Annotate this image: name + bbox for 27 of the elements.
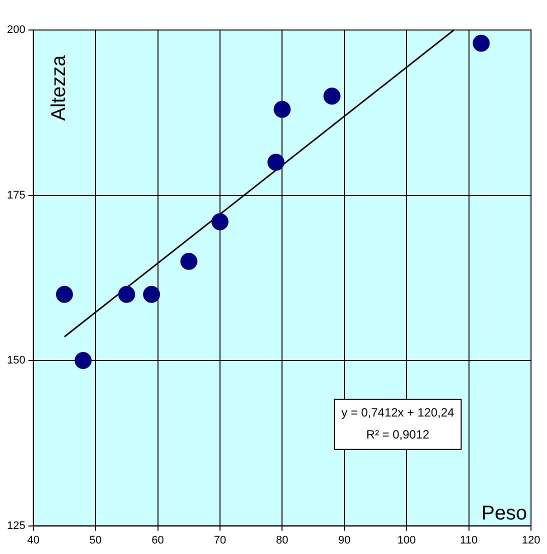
- x-tick-label: 50: [89, 534, 102, 546]
- point: [211, 213, 228, 230]
- x-tick-label: 120: [522, 534, 540, 546]
- point: [267, 154, 284, 171]
- x-tick-label: 100: [397, 534, 416, 546]
- point: [180, 252, 198, 270]
- y-tick-label: 150: [6, 354, 26, 367]
- x-axis-title: Peso: [481, 502, 527, 524]
- point: [143, 286, 160, 303]
- point: [74, 352, 92, 370]
- y-axis-title: Altezza: [48, 54, 70, 121]
- annotation: R² = 0,9012: [366, 428, 430, 442]
- y-tick-label: 125: [6, 520, 26, 532]
- point: [472, 34, 490, 52]
- annotation: y = 0,7412x + 120,24: [341, 406, 455, 420]
- x-tick-label: 80: [276, 534, 288, 546]
- point: [56, 286, 73, 303]
- x-tick-label: 70: [214, 534, 226, 546]
- point: [118, 286, 136, 303]
- x-tick-label: 40: [27, 534, 40, 546]
- x-tick-label: 110: [460, 534, 478, 546]
- y-tick-label: 175: [6, 189, 26, 202]
- point: [274, 100, 291, 118]
- y-tick-label: 200: [6, 24, 26, 36]
- x-tick-label: 90: [338, 534, 351, 546]
- x-tick-label: 60: [152, 534, 164, 546]
- point: [323, 88, 340, 105]
